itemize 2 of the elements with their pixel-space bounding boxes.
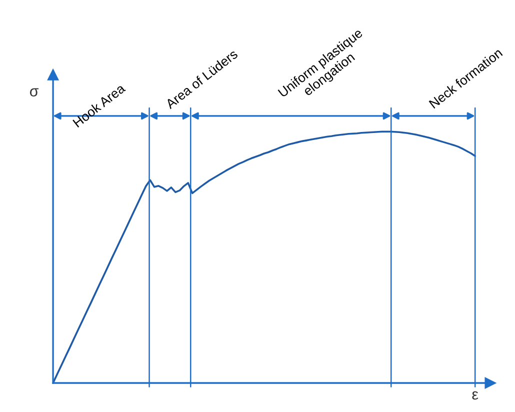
x-axis-title: ε xyxy=(472,391,478,400)
y-axis-title: σ xyxy=(30,88,39,97)
